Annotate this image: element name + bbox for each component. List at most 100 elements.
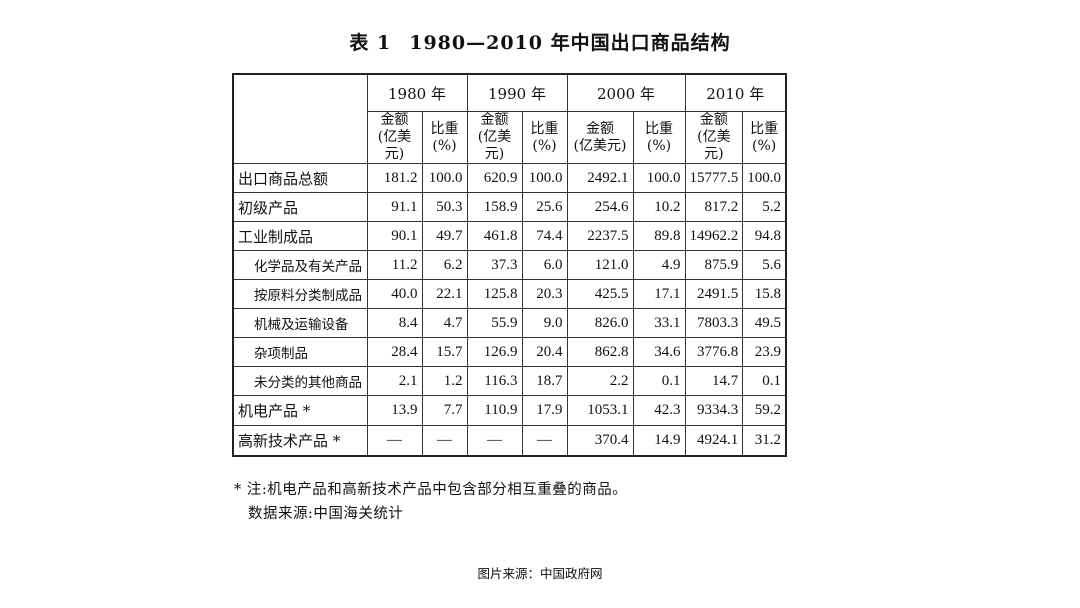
share-cell: 5.2: [742, 192, 787, 222]
amount-cell: 875.9: [684, 250, 744, 280]
share-unit: (%): [646, 137, 672, 154]
share-cell: 100.0: [632, 163, 686, 193]
amount-cell: 28.4: [366, 337, 423, 367]
amount-label: 金额: [699, 112, 728, 128]
amount-cell: 14.7: [684, 366, 744, 396]
amount-cell: 254.6: [566, 192, 634, 222]
share-label: 比重: [750, 120, 779, 137]
table-row: 机电产品 * 13.9 7.7 110.9 17.9 1053.1 42.3 9334.3 59…: [232, 395, 787, 426]
amount-unit: (亿美元): [697, 129, 731, 162]
amount-cell: 90.1: [366, 221, 423, 251]
table-row: 按原料分类制成品 40.0 22.1 125.8 20.3 425.5 17.1 2491.5…: [232, 279, 787, 309]
table-row: 出口商品总额 181.2 100.0 620.9 100.0 2492.1 100.0 157…: [232, 163, 787, 193]
year-header: 2000 年: [566, 73, 686, 112]
sub-header-row: 金额 (亿美元) 比重 (%) 金额 (亿美元) 比重 (%) 金额 (亿美元) 比重 (%) 金额 (亿…: [233, 111, 787, 164]
table-title: 表 1 1980—2010 年中国出口商品结构: [0, 28, 1080, 55]
share-cell: 100.0: [742, 163, 787, 193]
amount-cell: 826.0: [566, 308, 634, 338]
amount-cell: 862.8: [566, 337, 634, 367]
share-cell: 17.9: [521, 395, 568, 426]
share-cell: 0.1: [632, 366, 686, 396]
table-row: 初级产品 91.1 50.3 158.9 25.6 254.6 10.2 817.2 5.2: [232, 192, 787, 222]
amount-cell: —: [466, 425, 523, 457]
amount-cell: 15777.5: [684, 163, 744, 193]
share-label: 比重: [645, 120, 673, 137]
amount-cell: 7803.3: [684, 308, 744, 338]
amount-unit: (亿美元): [477, 129, 512, 162]
share-cell: 42.3: [632, 395, 686, 426]
amount-header: 金额 (亿美元): [684, 111, 744, 164]
amount-cell: 425.5: [566, 279, 634, 309]
amount-cell: 2491.5: [684, 279, 744, 309]
share-cell: 10.2: [632, 192, 686, 222]
share-cell: 23.9: [742, 337, 787, 367]
share-cell: 22.1: [421, 279, 468, 309]
share-cell: —: [421, 425, 468, 457]
table-row: 机械及运输设备 8.4 4.7 55.9 9.0 826.0 33.1 7803.3 49.5: [232, 308, 787, 338]
amount-cell: 110.9: [466, 395, 523, 426]
share-cell: 74.4: [521, 221, 568, 251]
amount-cell: 2.2: [566, 366, 634, 396]
amount-label: 金额: [480, 112, 509, 128]
share-unit: (%): [432, 137, 457, 154]
share-cell: 33.1: [632, 308, 686, 338]
amount-cell: 37.3: [466, 250, 523, 280]
share-cell: 4.9: [632, 250, 686, 280]
amount-cell: 461.8: [466, 221, 523, 251]
amount-cell: 3776.8: [684, 337, 744, 367]
amount-cell: 817.2: [684, 192, 744, 222]
table-row: 工业制成品 90.1 49.7 461.8 74.4 2237.5 89.8 14962.2 9…: [232, 221, 787, 251]
row-label: 出口商品总额: [232, 163, 368, 193]
amount-cell: 91.1: [366, 192, 423, 222]
amount-header: 金额 (亿美元): [466, 111, 523, 164]
amount-cell: 2237.5: [566, 221, 634, 251]
table-number: 表 1: [349, 32, 392, 54]
amount-cell: 11.2: [366, 250, 423, 280]
row-label: 未分类的其他商品: [232, 366, 368, 396]
amount-cell: 1053.1: [566, 395, 634, 426]
share-cell: 4.7: [421, 308, 468, 338]
share-cell: 100.0: [421, 163, 468, 193]
footnote: * 注:机电产品和高新技术产品中包含部分相互重叠的商品。: [234, 482, 628, 498]
share-cell: 20.3: [521, 279, 568, 309]
amount-cell: 125.8: [466, 279, 523, 309]
share-cell: 50.3: [421, 192, 468, 222]
row-label: 工业制成品: [232, 221, 368, 251]
share-unit: (%): [752, 137, 777, 154]
share-cell: 5.6: [742, 250, 787, 280]
share-cell: 6.2: [421, 250, 468, 280]
share-cell: 31.2: [742, 425, 787, 457]
table-row: 杂项制品 28.4 15.7 126.9 20.4 862.8 34.6 3776.8 23.9: [232, 337, 787, 367]
share-cell: 1.2: [421, 366, 468, 396]
share-cell: 15.7: [421, 337, 468, 367]
row-label: 初级产品: [232, 192, 368, 222]
corner-cell: [232, 73, 368, 164]
share-cell: 59.2: [742, 395, 787, 426]
table-row: 未分类的其他商品 2.1 1.2 116.3 18.7 2.2 0.1 14.7 0.1: [232, 366, 787, 396]
table-row: 化学品及有关产品 11.2 6.2 37.3 6.0 121.0 4.9 875.9 5.6: [232, 250, 787, 280]
share-header: 比重 (%): [742, 111, 787, 164]
amount-cell: 121.0: [566, 250, 634, 280]
year-header-row: 1980 年 1990 年 2000 年 2010 年: [232, 73, 787, 164]
amount-cell: —: [366, 425, 423, 457]
amount-cell: 4924.1: [684, 425, 744, 457]
share-header: 比重 (%): [632, 111, 686, 164]
amount-cell: 9334.3: [684, 395, 744, 426]
share-cell: 0.1: [742, 366, 787, 396]
share-cell: 25.6: [521, 192, 568, 222]
share-header: 比重 (%): [521, 111, 568, 164]
amount-header: 金额 (亿美元): [566, 111, 634, 164]
share-header: 比重 (%): [421, 111, 468, 164]
amount-cell: 40.0: [366, 279, 423, 309]
share-label: 比重: [530, 120, 559, 137]
amount-cell: 2492.1: [566, 163, 634, 193]
table-row: 高新技术产品 * — — — —370.4 14.9 4924.1 31.2: [232, 425, 787, 457]
amount-cell: 158.9: [466, 192, 523, 222]
share-cell: 49.5: [742, 308, 787, 338]
share-cell: 20.4: [521, 337, 568, 367]
amount-label: 金额: [586, 120, 614, 137]
share-cell: 17.1: [632, 279, 686, 309]
share-cell: 89.8: [632, 221, 686, 251]
amount-unit: (亿美元): [573, 137, 627, 154]
amount-cell: 13.9: [366, 395, 423, 426]
